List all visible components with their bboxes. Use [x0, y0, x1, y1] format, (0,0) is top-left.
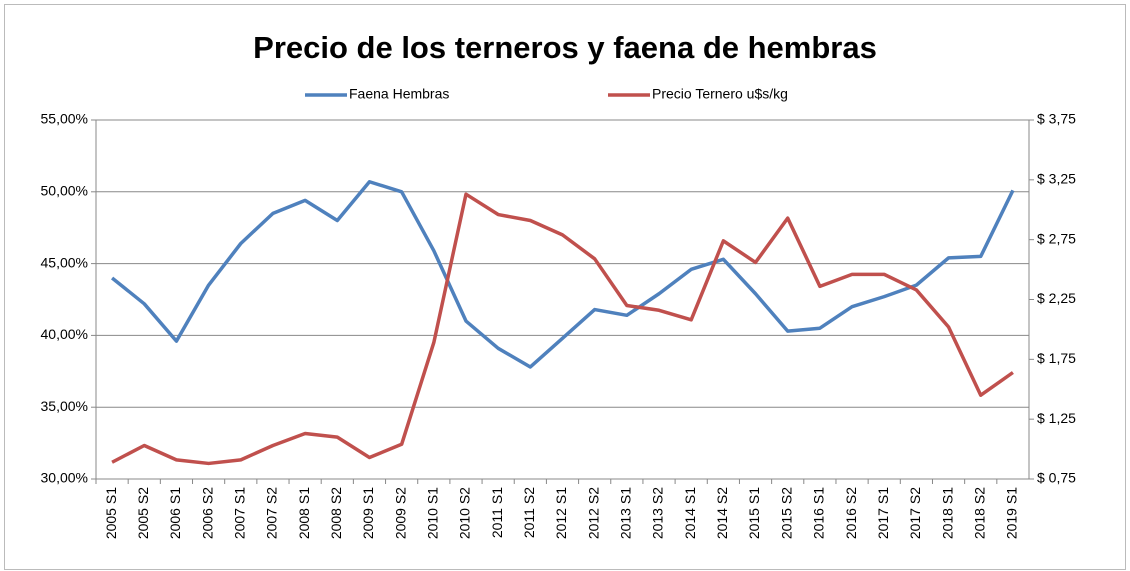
- y2-tick-label: $ 2,25: [1037, 290, 1076, 306]
- x-tick-label: 2006 S2: [199, 487, 215, 539]
- y2-tick-label: $ 1,25: [1037, 410, 1076, 426]
- x-tick-label: 2010 S1: [425, 487, 441, 539]
- x-tick-label: 2005 S2: [135, 487, 151, 539]
- x-tick-label: 2017 S1: [875, 487, 891, 539]
- x-tick-label: 2013 S1: [618, 487, 634, 539]
- x-tick-label: 2007 S1: [231, 487, 247, 539]
- data-line: [111, 192, 1014, 466]
- x-tick-label: 2006 S1: [167, 487, 183, 539]
- x-tick-label: 2008 S2: [328, 487, 344, 539]
- x-tick-label: 2009 S2: [392, 487, 408, 539]
- y-tick-label: 40,00%: [41, 326, 88, 342]
- x-tick-label: 2005 S1: [103, 487, 119, 539]
- legend-label: Faena Hembras: [349, 86, 449, 102]
- x-tick-label: 2012 S2: [585, 487, 601, 539]
- x-tick-label: 2016 S2: [843, 487, 859, 539]
- y-tick-label: 50,00%: [41, 183, 88, 199]
- legend-label: Precio Ternero u$s/kg: [652, 86, 788, 102]
- y2-tick-label: $ 3,75: [1037, 111, 1076, 127]
- chart-frame: [4, 4, 1126, 570]
- x-tick-label: 2016 S1: [811, 487, 827, 539]
- chart-title: Precio de los terneros y faena de hembra…: [253, 30, 877, 65]
- y-tick-label: 30,00%: [41, 470, 88, 486]
- x-tick-label: 2017 S2: [907, 487, 923, 539]
- y2-tick-label: $ 2,75: [1037, 230, 1076, 246]
- x-tick-label: 2011 S2: [521, 487, 537, 538]
- x-tick-label: 2015 S2: [778, 487, 794, 539]
- x-tick-label: 2014 S1: [682, 487, 698, 539]
- x-tick-label: 2012 S1: [553, 487, 569, 539]
- x-tick-label: 2018 S2: [971, 487, 987, 539]
- data-line: [110, 179, 1015, 369]
- x-tick-label: 2014 S2: [714, 487, 730, 539]
- x-tick-label: 2007 S2: [264, 487, 280, 539]
- x-tick-label: 2009 S1: [360, 487, 376, 539]
- x-tick-label: 2013 S2: [650, 487, 666, 539]
- y2-tick-label: $ 0,75: [1037, 470, 1076, 486]
- x-tick-label: 2008 S1: [296, 487, 312, 539]
- x-tick-label: 2015 S1: [746, 487, 762, 539]
- x-tick-label: 2010 S2: [457, 487, 473, 539]
- y-tick-label: 45,00%: [41, 254, 88, 270]
- x-tick-label: 2019 S1: [1004, 487, 1020, 539]
- y-tick-label: 55,00%: [41, 111, 88, 127]
- y-tick-label: 35,00%: [41, 398, 88, 414]
- x-tick-label: 2011 S1: [489, 487, 505, 538]
- y2-tick-label: $ 1,75: [1037, 350, 1076, 366]
- y2-tick-label: $ 3,25: [1037, 171, 1076, 187]
- x-tick-label: 2018 S1: [939, 487, 955, 539]
